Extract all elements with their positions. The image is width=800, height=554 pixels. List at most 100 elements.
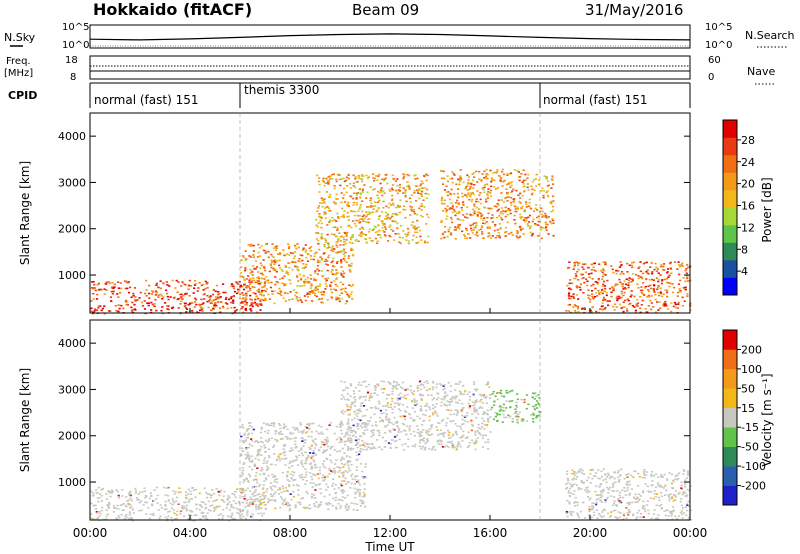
echo-cell bbox=[521, 205, 524, 208]
echo-cell bbox=[639, 289, 643, 292]
echo-cell bbox=[279, 453, 283, 455]
echo-cell bbox=[244, 259, 247, 262]
echo-cell bbox=[686, 293, 689, 295]
echo-cell bbox=[434, 449, 437, 451]
echo-cell bbox=[383, 179, 386, 182]
echo-cell bbox=[292, 289, 295, 291]
echo-cell bbox=[312, 440, 315, 443]
echo-cell bbox=[141, 305, 145, 307]
echo-cell bbox=[318, 466, 321, 469]
echo-cell bbox=[425, 429, 428, 432]
echo-cell bbox=[320, 425, 323, 428]
echo-cell bbox=[487, 438, 490, 441]
echo-cell bbox=[524, 173, 527, 176]
echo-cell bbox=[316, 506, 320, 508]
echo-cell bbox=[595, 501, 598, 504]
echo-cell bbox=[317, 232, 320, 234]
echo-cell bbox=[398, 186, 402, 189]
echo-cell bbox=[348, 413, 351, 416]
echo-cell bbox=[601, 278, 604, 280]
echo-cell bbox=[631, 501, 634, 504]
echo-cell bbox=[646, 296, 649, 298]
echo-cell bbox=[531, 220, 534, 223]
echo-cell bbox=[302, 506, 305, 509]
echo-cell bbox=[436, 392, 439, 395]
echo-cell bbox=[302, 445, 305, 447]
echo-cell bbox=[297, 494, 300, 496]
echo-cell bbox=[252, 428, 255, 431]
echo-cell bbox=[305, 263, 308, 266]
echo-cell bbox=[274, 429, 277, 432]
echo-cell bbox=[496, 187, 499, 189]
echo-cell bbox=[683, 300, 686, 302]
echo-cell bbox=[339, 499, 342, 501]
echo-cell bbox=[454, 409, 457, 411]
echo-cell bbox=[285, 253, 289, 255]
echo-cell bbox=[237, 288, 240, 291]
echo-cell bbox=[277, 281, 280, 284]
echo-cell bbox=[339, 240, 342, 242]
echo-cell bbox=[523, 209, 526, 211]
echo-cell bbox=[161, 306, 164, 308]
echo-cell bbox=[299, 278, 303, 281]
echo-cell bbox=[458, 399, 461, 401]
echo-cell bbox=[231, 493, 234, 495]
echo-cell bbox=[326, 269, 329, 272]
echo-cell bbox=[335, 180, 338, 183]
echo-cell bbox=[350, 441, 353, 444]
echo-cell bbox=[475, 416, 478, 419]
echo-cell bbox=[94, 289, 97, 292]
echo-cell bbox=[326, 264, 329, 266]
echo-cell bbox=[268, 270, 271, 273]
echo-cell bbox=[251, 274, 254, 276]
echo-cell bbox=[340, 439, 343, 441]
echo-cell bbox=[370, 202, 373, 205]
echo-cell bbox=[383, 226, 387, 228]
echo-cell bbox=[384, 211, 387, 214]
echo-cell bbox=[256, 497, 260, 500]
echo-cell bbox=[593, 511, 596, 514]
echo-cell bbox=[366, 392, 369, 395]
echo-cell bbox=[611, 268, 614, 271]
echo-cell bbox=[528, 201, 531, 204]
echo-cell bbox=[218, 293, 221, 295]
echo-cell bbox=[305, 506, 308, 509]
echo-cell bbox=[551, 175, 554, 177]
echo-cell bbox=[343, 210, 346, 212]
echo-cell bbox=[254, 302, 257, 305]
echo-cell bbox=[505, 416, 508, 419]
echo-cell bbox=[335, 296, 338, 299]
echo-cell bbox=[389, 431, 392, 433]
echo-cell bbox=[633, 470, 636, 472]
echo-cell bbox=[479, 198, 482, 201]
echo-cell bbox=[572, 472, 575, 475]
echo-cell bbox=[242, 491, 245, 494]
echo-cell bbox=[128, 518, 131, 520]
echo-cell bbox=[246, 428, 249, 431]
echo-cell bbox=[357, 418, 360, 421]
echo-cell bbox=[432, 447, 435, 449]
echo-cell bbox=[288, 466, 291, 469]
echo-cell bbox=[295, 427, 299, 429]
echo-cell bbox=[551, 195, 555, 198]
echo-cell bbox=[138, 297, 141, 299]
echo-cell bbox=[279, 252, 282, 254]
echo-cell bbox=[672, 510, 675, 512]
noise-left-tick-bottom: 10^0 bbox=[62, 40, 89, 51]
echo-cell bbox=[321, 477, 324, 479]
echo-cell bbox=[155, 498, 158, 500]
echo-cell bbox=[389, 383, 392, 385]
echo-cell bbox=[440, 199, 443, 202]
echo-cell bbox=[249, 245, 252, 247]
echo-cell bbox=[207, 306, 210, 309]
echo-cell bbox=[263, 282, 267, 284]
echo-cell bbox=[356, 509, 359, 511]
echo-cell bbox=[475, 399, 478, 401]
echo-cell bbox=[451, 434, 454, 437]
echo-cell bbox=[227, 497, 230, 500]
echo-cell bbox=[267, 467, 270, 469]
echo-cell bbox=[468, 396, 472, 398]
echo-cell bbox=[464, 194, 467, 196]
echo-cell bbox=[214, 508, 217, 511]
echo-cell bbox=[355, 198, 358, 200]
